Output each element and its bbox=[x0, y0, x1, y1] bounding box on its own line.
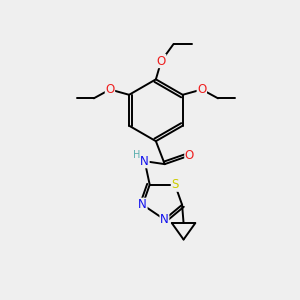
Text: H: H bbox=[133, 150, 140, 160]
Text: O: O bbox=[105, 83, 115, 96]
Text: O: O bbox=[197, 83, 206, 96]
Text: O: O bbox=[157, 55, 166, 68]
Text: N: N bbox=[140, 155, 149, 168]
Text: O: O bbox=[185, 149, 194, 162]
Text: N: N bbox=[160, 213, 169, 226]
Text: N: N bbox=[138, 198, 147, 211]
Text: S: S bbox=[171, 178, 179, 191]
